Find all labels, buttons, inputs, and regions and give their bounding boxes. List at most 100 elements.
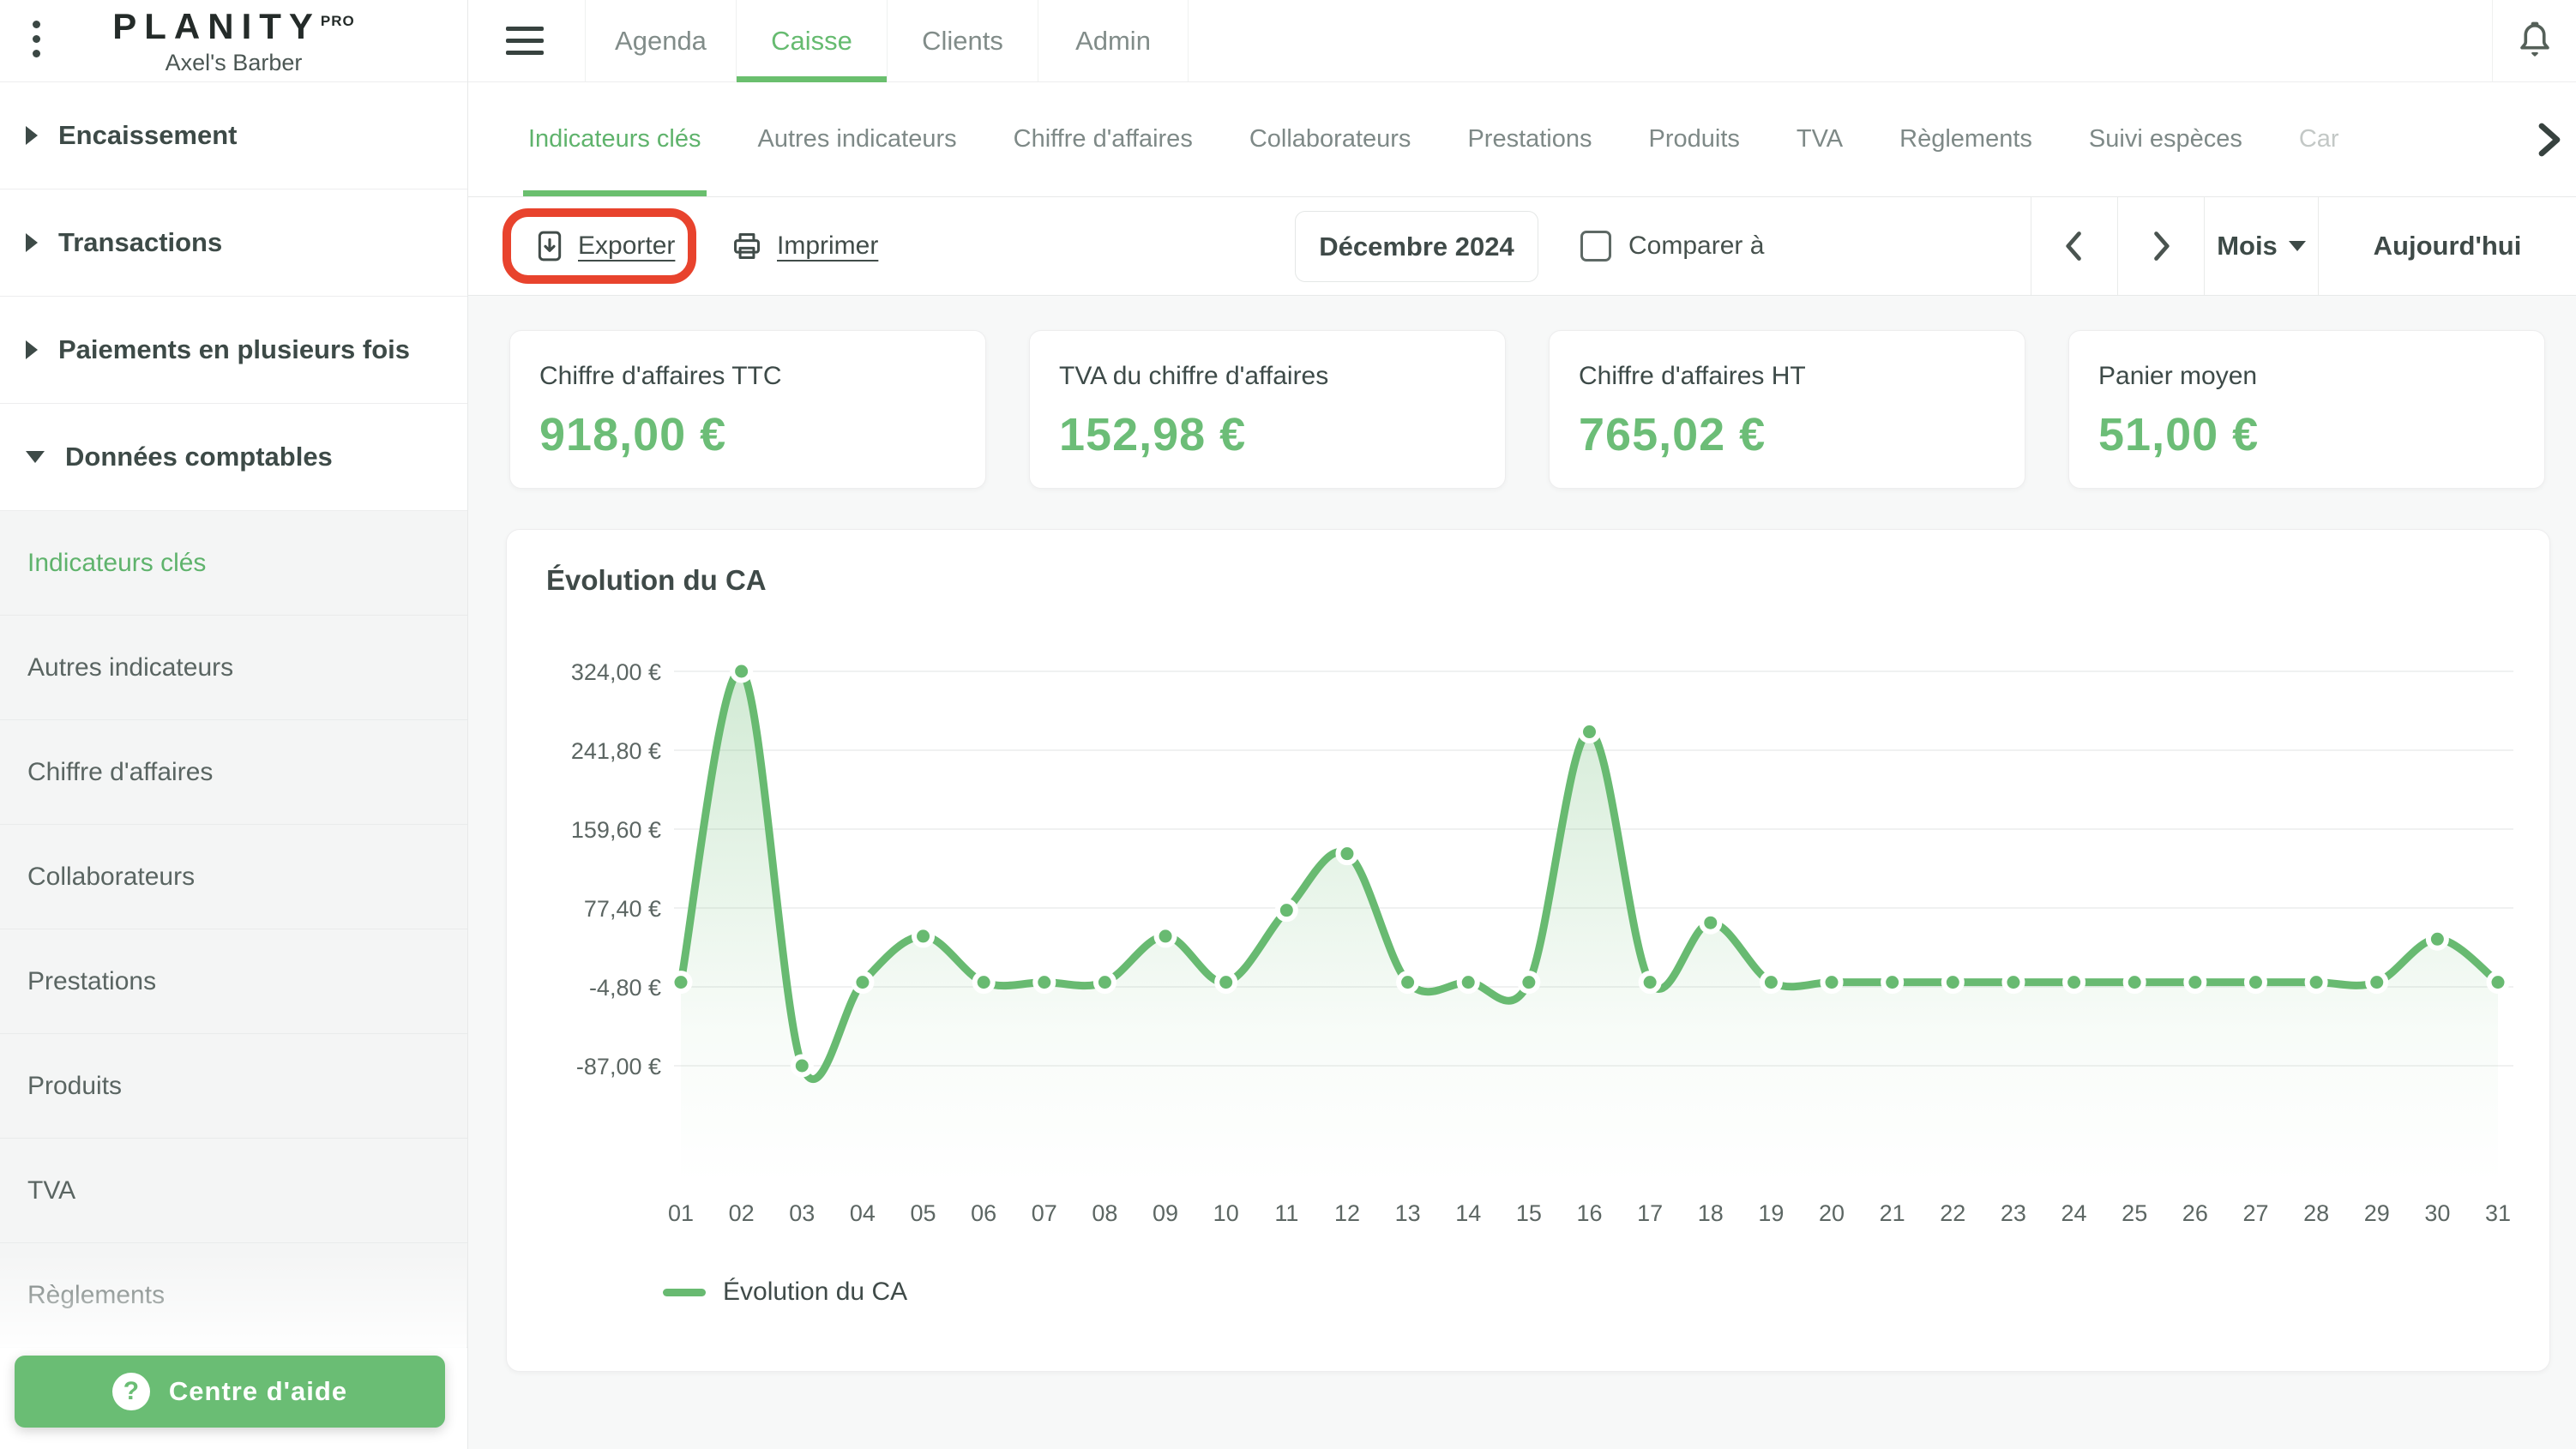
today-label: Aujourd'hui: [2373, 231, 2522, 261]
sidebar-section-encaissement[interactable]: Encaissement: [0, 82, 467, 189]
tab-produits[interactable]: Produits: [1648, 125, 1740, 153]
tab-autres-indicateurs[interactable]: Autres indicateurs: [757, 125, 957, 153]
data-point-day-26[interactable]: [2183, 971, 2207, 995]
hamburger-menu-icon[interactable]: [506, 27, 544, 55]
notifications-button[interactable]: [2492, 0, 2576, 81]
y-axis-tick: 324,00 €: [571, 659, 661, 685]
data-point-day-25[interactable]: [2122, 971, 2146, 995]
data-point-day-21[interactable]: [1881, 971, 1905, 995]
data-point-day-14[interactable]: [1456, 971, 1480, 995]
data-point-day-11[interactable]: [1274, 899, 1298, 923]
data-point-day-20[interactable]: [1820, 971, 1844, 995]
tab-tva[interactable]: TVA: [1796, 125, 1844, 153]
sidebar-item-collaborateurs[interactable]: Collaborateurs: [0, 825, 467, 929]
sidebar-item-tva[interactable]: TVA: [0, 1139, 467, 1243]
tabs-scroll-right-icon[interactable]: [2533, 121, 2564, 159]
nav-tab-caisse[interactable]: Caisse: [736, 0, 887, 82]
legend-line-swatch: [663, 1288, 706, 1296]
sidebar-item-prestations[interactable]: Prestations: [0, 929, 467, 1034]
kebab-menu-icon[interactable]: [33, 21, 45, 57]
y-axis-tick: 241,80 €: [571, 738, 661, 764]
data-point-day-02[interactable]: [730, 659, 754, 683]
data-point-day-10[interactable]: [1214, 971, 1238, 995]
data-point-day-17[interactable]: [1638, 971, 1662, 995]
tab-prestations[interactable]: Prestations: [1467, 125, 1592, 153]
data-point-day-16[interactable]: [1578, 720, 1601, 744]
data-point-day-01[interactable]: [669, 971, 693, 995]
nav-tab-clients[interactable]: Clients: [887, 0, 1038, 81]
data-point-day-31[interactable]: [2486, 971, 2510, 995]
today-button[interactable]: Aujourd'hui: [2318, 197, 2576, 295]
printer-icon: [734, 233, 760, 259]
x-axis-tick: 03: [789, 1200, 815, 1226]
print-button[interactable]: Imprimer: [731, 197, 878, 295]
kpi-value: 918,00 €: [539, 409, 727, 460]
data-point-day-04[interactable]: [851, 971, 875, 995]
range-mode-dropdown[interactable]: Mois: [2204, 197, 2318, 295]
data-point-day-12[interactable]: [1335, 842, 1359, 866]
data-point-day-30[interactable]: [2425, 927, 2449, 951]
x-axis-tick: 12: [1334, 1200, 1360, 1226]
sidebar-item-indicateurs-cles[interactable]: Indicateurs clés: [0, 511, 467, 616]
data-point-day-06[interactable]: [972, 971, 996, 995]
tab-reglements[interactable]: Règlements: [1899, 125, 2032, 153]
data-point-day-18[interactable]: [1699, 911, 1723, 935]
sidebar-section-transactions[interactable]: Transactions: [0, 189, 467, 297]
tab-car[interactable]: Car: [2298, 125, 2339, 153]
x-axis-tick: 04: [850, 1200, 876, 1226]
next-period-button[interactable]: [2117, 197, 2204, 295]
data-point-day-03[interactable]: [790, 1054, 814, 1078]
tab-suivi-especes[interactable]: Suivi espèces: [2088, 125, 2242, 153]
sidebar-item-chiffre-d-affaires[interactable]: Chiffre d'affaires: [0, 720, 467, 825]
sidebar-item-autres-indicateurs[interactable]: Autres indicateurs: [0, 616, 467, 720]
tab-chiffre-d-affaires[interactable]: Chiffre d'affaires: [1013, 125, 1193, 153]
revenue-line-chart[interactable]: 324,00 € 241,80 € 159,60 € 77,40 € -4,80 € -8…: [507, 616, 2551, 1267]
previous-period-button[interactable]: [2031, 197, 2117, 295]
data-point-day-23[interactable]: [2001, 971, 2025, 995]
print-label: Imprimer: [777, 231, 879, 260]
compare-checkbox[interactable]: [1580, 231, 1611, 262]
export-button[interactable]: Exporter: [535, 197, 675, 295]
period-selector-button[interactable]: Décembre 2024: [1295, 211, 1538, 282]
x-axis-tick: 23: [2001, 1200, 2026, 1226]
x-axis-tick: 09: [1153, 1200, 1178, 1226]
y-axis-tick: 77,40 €: [584, 896, 661, 922]
data-point-day-24[interactable]: [2062, 971, 2086, 995]
data-point-day-09[interactable]: [1153, 924, 1177, 948]
data-point-day-05[interactable]: [912, 924, 936, 948]
compare-toggle[interactable]: Comparer à: [1580, 197, 1764, 295]
main-content: Chiffre d'affaires TTC 918,00 € TVA du chi…: [468, 296, 2576, 1449]
data-point-day-19[interactable]: [1759, 971, 1783, 995]
kpi-card-chiffre-d-affaires-ht: Chiffre d'affaires HT 765,02 €: [1549, 330, 2025, 489]
sidebar-section-donnees-comptables[interactable]: Données comptables: [0, 404, 467, 511]
nav-tab-agenda[interactable]: Agenda: [585, 0, 736, 81]
sidebar-item-produits[interactable]: Produits: [0, 1034, 467, 1139]
brand-pro-badge: PRO: [320, 13, 355, 29]
data-point-day-22[interactable]: [1941, 971, 1965, 995]
sidebar-item-reglements[interactable]: Règlements: [0, 1243, 467, 1348]
export-label: Exporter: [578, 231, 676, 260]
help-center-button[interactable]: ? Centre d'aide: [15, 1356, 445, 1428]
nav-tab-admin[interactable]: Admin: [1038, 0, 1189, 81]
kpi-title: Chiffre d'affaires TTC: [539, 362, 782, 390]
x-axis-tick: 27: [2242, 1200, 2268, 1226]
data-point-day-07[interactable]: [1032, 971, 1056, 995]
tab-collaborateurs[interactable]: Collaborateurs: [1249, 125, 1411, 153]
x-axis-tick: 02: [729, 1200, 755, 1226]
kpi-value: 51,00 €: [2098, 409, 2260, 460]
data-point-day-15[interactable]: [1517, 971, 1541, 995]
kpi-card-chiffre-d-affaires-ttc: Chiffre d'affaires TTC 918,00 €: [509, 330, 986, 489]
chevron-left-icon: [2066, 231, 2081, 261]
data-point-day-27[interactable]: [2243, 971, 2267, 995]
sidebar-header: PLANITYPRO Axel's Barber: [0, 0, 467, 82]
tab-indicateurs-cles[interactable]: Indicateurs clés: [523, 82, 706, 196]
y-axis-tick: -87,00 €: [576, 1054, 661, 1079]
caisse-tabs: Indicateurs clés Autres indicateurs Chiffr…: [523, 82, 2339, 196]
sidebar-section-label: Paiements en plusieurs fois: [58, 334, 411, 364]
salon-name: Axel's Barber: [165, 50, 303, 75]
data-point-day-28[interactable]: [2304, 971, 2328, 995]
data-point-day-29[interactable]: [2365, 971, 2389, 995]
sidebar-section-paiements-en-plusieurs-fois[interactable]: Paiements en plusieurs fois: [0, 297, 467, 404]
data-point-day-13[interactable]: [1396, 971, 1420, 995]
data-point-day-08[interactable]: [1092, 971, 1116, 995]
